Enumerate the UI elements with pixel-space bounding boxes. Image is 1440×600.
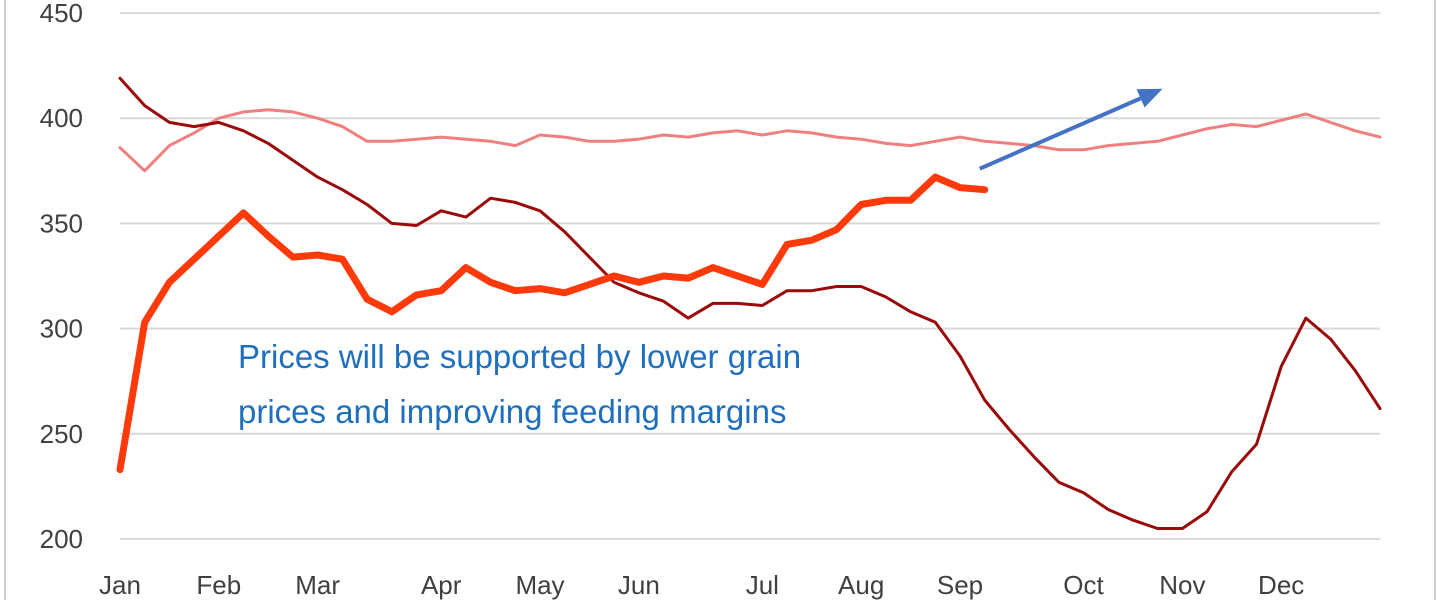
arrow-head [1136,88,1163,108]
series-line-3 [116,173,989,474]
x-tick-label: Nov [1159,570,1205,600]
series-line-1 [118,108,1382,173]
x-tick-label: Jul [746,570,779,600]
annotation-line-1: Prices will be supported by lower grain [238,338,801,375]
x-axis: Jan Feb Mar Apr May Jun Jul Aug Sep Oct Nov Dec [99,570,1304,600]
y-tick-label: 250 [40,419,83,449]
trend-arrow-icon [978,88,1163,171]
y-tick-label: 350 [40,208,83,238]
annotation: Prices will be supported by lower grain … [238,338,801,430]
x-tick-label: Apr [421,570,462,600]
y-tick-label: 450 [40,0,83,28]
x-tick-label: Jan [99,570,141,600]
x-tick-label: Dec [1258,570,1304,600]
x-tick-label: Jun [618,570,660,600]
x-tick-label: Mar [295,570,340,600]
y-tick-label: 200 [40,524,83,554]
series-lines [116,76,1382,530]
y-tick-label: 300 [40,314,83,344]
y-tick-label: 400 [40,103,83,133]
y-axis: 200 250 300 350 400 450 [40,0,83,554]
annotation-line-2: prices and improving feeding margins [238,393,786,430]
series-line-2 [118,76,1382,530]
gridlines [120,12,1380,540]
x-tick-label: Sep [937,570,983,600]
x-tick-label: Feb [196,570,241,600]
x-tick-label: Oct [1063,570,1104,600]
x-tick-label: Aug [838,570,884,600]
x-tick-label: May [515,570,564,600]
arrow-shaft [978,96,1142,171]
